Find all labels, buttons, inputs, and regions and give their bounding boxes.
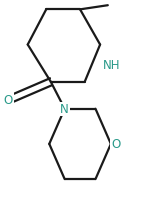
Text: N: N bbox=[60, 103, 69, 116]
Text: O: O bbox=[4, 94, 13, 106]
Text: NH: NH bbox=[102, 59, 120, 71]
Text: O: O bbox=[111, 138, 120, 151]
